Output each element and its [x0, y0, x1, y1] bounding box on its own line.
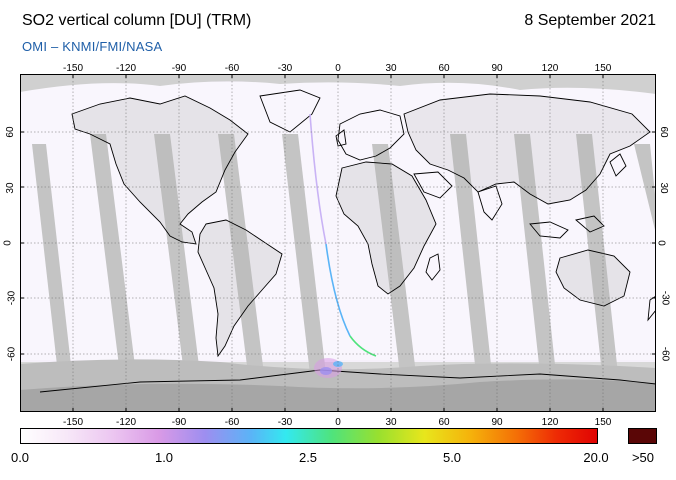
lon-tick-top: -150 [62, 63, 84, 74]
colorbar-label: 1.0 [154, 450, 174, 465]
lat-tick-left: 30 [5, 182, 17, 194]
lon-tick-bottom: -30 [277, 417, 293, 428]
colorbar-label: 5.0 [442, 450, 462, 465]
lon-tick-top: -60 [224, 63, 240, 74]
colorbar [20, 428, 657, 444]
colorbar-overflow-swatch [628, 428, 657, 444]
lat-tick-right: 0 [655, 240, 667, 246]
lon-tick-top: 30 [385, 63, 397, 74]
lon-tick-top: 60 [438, 63, 450, 74]
coastlines [39, 89, 656, 393]
lon-tick-top: 120 [541, 63, 559, 74]
lon-tick-bottom: -120 [115, 417, 137, 428]
so2-hotspots [314, 358, 343, 378]
frame-ticks [20, 74, 656, 412]
lon-tick-top: 150 [594, 63, 612, 74]
lon-tick-top: 0 [335, 63, 341, 74]
colorbar-label: 20.0 [583, 450, 609, 465]
so2-signal-trail [309, 113, 377, 357]
orbit-gaps [32, 134, 656, 374]
lon-tick-bottom: 0 [335, 417, 341, 428]
lon-tick-bottom: -60 [224, 417, 240, 428]
lat-tick-left: -30 [6, 290, 18, 306]
colorbar-label: 0.0 [10, 450, 30, 465]
data-credit: OMI – KNMI/FMI/NASA [22, 39, 163, 54]
lon-tick-bottom: 60 [438, 417, 450, 428]
lon-tick-top: -30 [277, 63, 293, 74]
lon-tick-bottom: 90 [491, 417, 503, 428]
lon-tick-bottom: -90 [171, 417, 187, 428]
lat-tick-right: -30 [659, 290, 671, 306]
so2-map [20, 74, 656, 412]
lat-tick-right: 60 [658, 126, 670, 138]
lon-tick-top: -120 [115, 63, 137, 74]
map-date: 8 September 2021 [524, 12, 656, 29]
colorbar-overflow-label: >50 [631, 450, 655, 465]
lon-tick-bottom: 150 [594, 417, 612, 428]
lon-tick-bottom: 30 [385, 417, 397, 428]
lat-tick-right: -60 [659, 346, 671, 362]
lon-tick-bottom: -150 [62, 417, 84, 428]
colorbar-label: 2.5 [298, 450, 318, 465]
lon-tick-bottom: 120 [541, 417, 559, 428]
lat-tick-right: 30 [658, 182, 670, 194]
map-title: SO2 vertical column [DU] (TRM) [22, 12, 252, 29]
lon-tick-top: -90 [171, 63, 187, 74]
lat-tick-left: 0 [2, 240, 14, 246]
grid-lines [20, 74, 656, 412]
lat-tick-left: 60 [5, 126, 17, 138]
lat-tick-left: -60 [6, 346, 18, 362]
colorbar-gradient [20, 428, 598, 444]
lon-tick-top: 90 [491, 63, 503, 74]
